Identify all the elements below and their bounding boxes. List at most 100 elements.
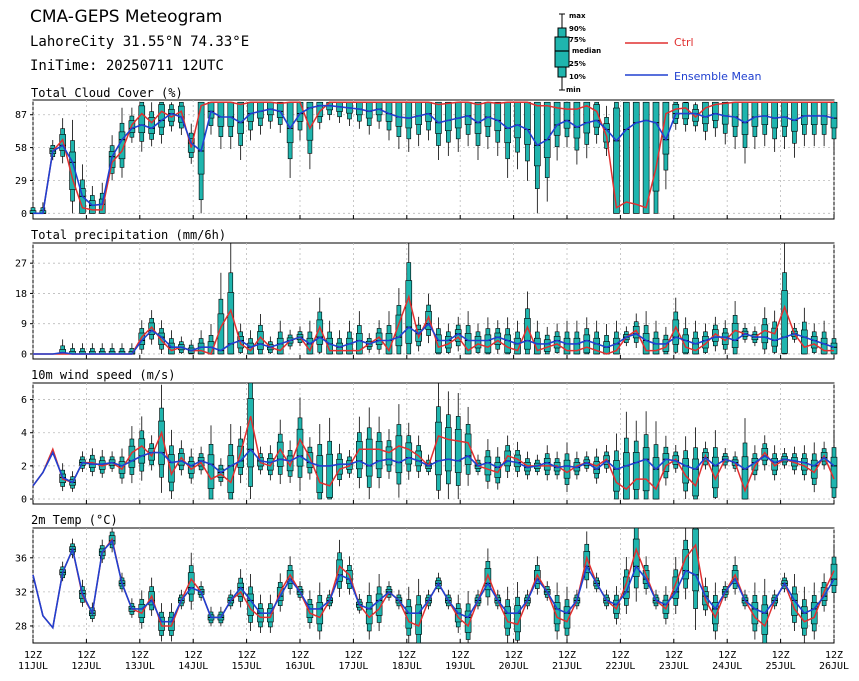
x-axis-labels: 12Z11JUL12Z12JUL12Z13JUL12Z14JUL12Z15JUL… — [18, 650, 849, 672]
ensemble-box — [642, 411, 650, 500]
ensemble-box — [731, 301, 739, 355]
ensemble-box — [69, 343, 76, 355]
cloud-cover-panel: 0 29 58 87 — [15, 99, 838, 220]
ensemble-mean-series-line — [33, 104, 835, 215]
ensemble-box — [276, 419, 284, 485]
x-tick-label-hour: 12Z — [291, 650, 309, 661]
ctrl-series-line — [32, 416, 835, 493]
ensemble-box — [138, 416, 146, 481]
x-tick-label-hour: 12Z — [238, 650, 256, 661]
ensemble-mean-series-line — [32, 539, 835, 630]
x-tick-label-date: 14JUL — [178, 661, 208, 672]
y-tick-label: 2 — [21, 461, 27, 472]
x-tick-label-hour: 12Z — [665, 650, 683, 661]
ensemble-box — [435, 101, 442, 160]
x-tick-label-hour: 12Z — [184, 650, 202, 661]
ensemble-box — [237, 101, 244, 160]
ensemble-box — [593, 101, 600, 144]
x-tick-label-hour: 12Z — [131, 650, 149, 661]
legend-min: min — [566, 86, 581, 94]
ensemble-box — [365, 582, 373, 640]
panel-frame — [32, 242, 835, 360]
x-tick-label-date: 22JUL — [605, 661, 635, 672]
x-tick-label-date: 16JUL — [285, 661, 315, 672]
ensemble-box — [741, 418, 749, 500]
y-tick-label: 29 — [15, 176, 27, 187]
y-tick-label: 32 — [15, 587, 27, 598]
x-tick-label-hour: 12Z — [77, 650, 95, 661]
legend-box-glyph — [554, 13, 570, 91]
location-label: LahoreCity 31.55°N 74.33°E — [30, 34, 249, 50]
y-tick-label: 0 — [21, 209, 27, 220]
x-tick-label-date: 19JUL — [445, 661, 475, 672]
precipitation-panel: 0 9 18 27 — [15, 242, 838, 360]
ensemble-box — [445, 391, 452, 500]
x-tick-label-hour: 12Z — [825, 650, 843, 661]
x-tick-label-date: 15JUL — [232, 661, 262, 672]
legend-median: median — [572, 47, 601, 55]
x-tick-label-hour: 12Z — [718, 650, 736, 661]
wind-speed-panel: 0 2 4 6 — [21, 382, 838, 506]
y-tick-label: 36 — [15, 553, 27, 564]
x-tick-label-date: 25JUL — [766, 661, 796, 672]
x-tick-label-date: 18JUL — [392, 661, 422, 672]
y-tick-label: 18 — [15, 289, 27, 300]
x-tick-label-hour: 12Z — [611, 650, 629, 661]
y-tick-label: 9 — [21, 319, 27, 330]
legend-p25: 25% — [569, 60, 586, 68]
x-tick-label-date: 23JUL — [659, 661, 689, 672]
ensemble-box — [454, 393, 462, 500]
x-tick-label-date: 13JUL — [125, 661, 155, 672]
y-tick-label: 28 — [15, 621, 27, 632]
ensemble-box — [445, 101, 452, 156]
x-tick-label-date: 11JUL — [18, 661, 48, 672]
legend-p10: 10% — [569, 73, 586, 81]
chart-title: CMA-GEPS Meteogram — [30, 7, 222, 27]
ensemble-box — [405, 422, 413, 480]
ctrl-series-line — [33, 101, 834, 215]
y-tick-label: 0 — [21, 495, 27, 506]
ensemble-box — [662, 435, 670, 486]
ensemble-box — [227, 424, 235, 500]
y-tick-label: 87 — [15, 110, 27, 121]
ensemble-box — [138, 101, 146, 152]
y-tick-label: 27 — [15, 259, 27, 270]
panel-title-wind: 10m wind speed (m/s) — [31, 368, 176, 382]
y-tick-label: 0 — [21, 349, 27, 360]
ensemble-box — [197, 101, 205, 214]
panel-frame — [32, 382, 835, 505]
init-time-label: IniTime: 20250711 12UTC — [30, 58, 224, 74]
y-tick-label: 6 — [21, 395, 27, 406]
legend-mean-label: Ensemble Mean — [674, 70, 761, 83]
x-tick-label-hour: 12Z — [772, 650, 790, 661]
x-tick-label-hour: 12Z — [451, 650, 469, 661]
ensemble-box — [652, 320, 660, 355]
legend-p75: 75% — [569, 36, 586, 44]
ensemble-box — [810, 442, 818, 493]
x-tick-label-date: 21JUL — [552, 661, 582, 672]
ensemble-box — [375, 416, 383, 489]
panel-title-precip: Total precipitation (mm/6h) — [31, 228, 226, 242]
x-tick-label-date: 20JUL — [499, 661, 529, 672]
ensemble-box — [484, 439, 492, 489]
x-tick-label-hour: 12Z — [398, 650, 416, 661]
panel-title-cloud: Total Cloud Cover (%) — [31, 86, 183, 100]
x-tick-label-hour: 12Z — [558, 650, 576, 661]
x-tick-label-hour: 12Z — [24, 650, 42, 661]
ensemble-box — [563, 442, 571, 493]
x-tick-label-hour: 12Z — [344, 650, 362, 661]
ensemble-box — [712, 582, 719, 640]
x-tick-label-date: 12JUL — [71, 661, 101, 672]
x-tick-label-date: 17JUL — [338, 661, 368, 672]
legend-p90: 90% — [569, 25, 586, 33]
ensemble-mean-series-line — [32, 448, 835, 487]
panel-title-temp: 2m Temp (°C) — [31, 513, 118, 527]
x-tick-label-date: 26JUL — [819, 661, 849, 672]
ensemble-mean-series-line — [33, 322, 835, 355]
temperature-panel: 28 32 36 — [15, 527, 838, 644]
ensemble-box — [563, 320, 571, 355]
y-tick-label: 58 — [15, 143, 27, 154]
legend-max: max — [569, 12, 586, 20]
x-tick-label-hour: 12Z — [505, 650, 523, 661]
